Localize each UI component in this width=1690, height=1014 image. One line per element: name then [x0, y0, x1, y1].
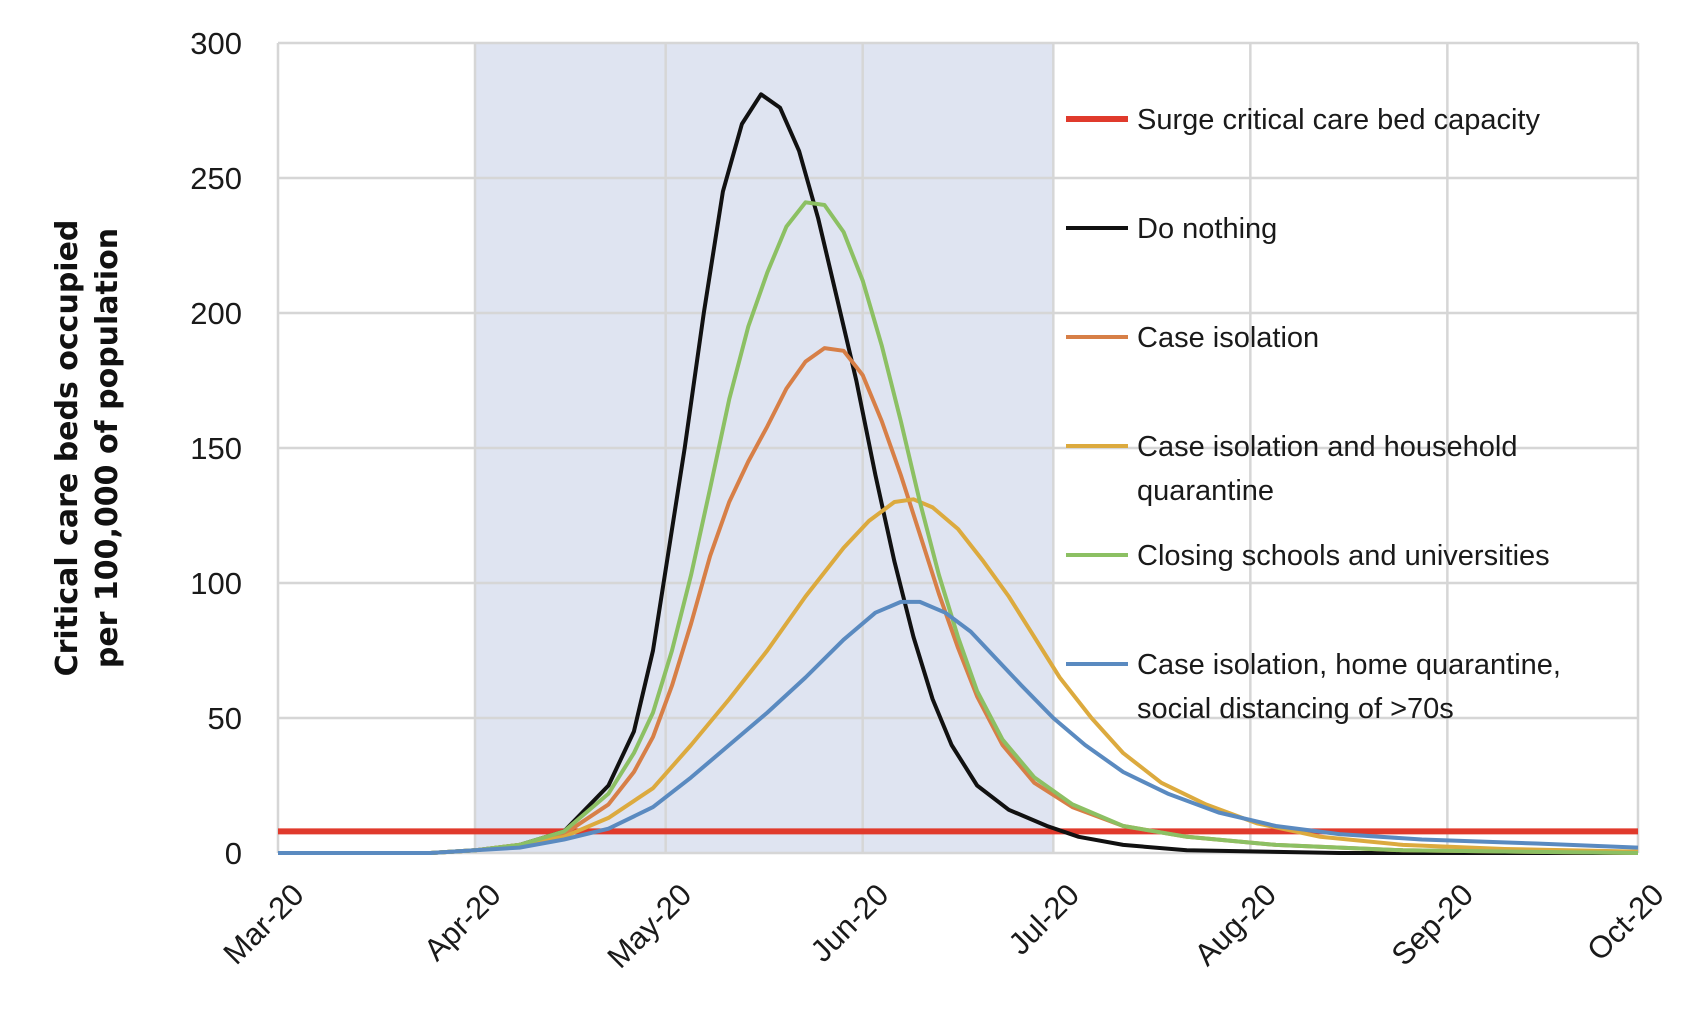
- legend-label: Surge critical care bed capacity: [1137, 104, 1540, 136]
- y-tick-label: 50: [208, 701, 242, 736]
- x-tick-label: Mar-20: [216, 877, 310, 971]
- y-tick-label: 150: [190, 431, 242, 466]
- y-axis-title-line: per 100,000 of population: [90, 228, 125, 668]
- x-tick-label: May-20: [600, 877, 698, 975]
- y-axis-title: Critical care beds occupied per 100,000 o…: [50, 220, 125, 677]
- grid: [276, 41, 1640, 855]
- y-axis-ticks: 0 50 100 150 200 250 300: [190, 26, 242, 871]
- y-tick-label: 0: [225, 836, 242, 871]
- x-tick-label: Sep-20: [1385, 877, 1480, 972]
- series-line-2: [278, 346, 1639, 855]
- series-line-3: [278, 497, 1639, 855]
- x-axis-ticks: Mar-20 Apr-20 May-20 Jun-20 Jul-20 Aug-20 Sep-…: [216, 877, 1670, 975]
- x-tick-label: Aug-20: [1188, 877, 1283, 972]
- legend-label: Do nothing: [1137, 213, 1277, 245]
- x-tick-label: Apr-20: [417, 877, 508, 968]
- legend-label: quarantine: [1137, 475, 1274, 507]
- legend-label: social distancing of >70s: [1137, 693, 1454, 725]
- legend-label: Case isolation, home quarantine,: [1137, 649, 1561, 681]
- y-tick-label: 100: [190, 566, 242, 601]
- legend-label: Case isolation and household: [1137, 431, 1518, 463]
- legend-label: Closing schools and universities: [1137, 540, 1550, 572]
- y-axis-title-line: Critical care beds occupied: [50, 220, 85, 677]
- series-line-5: [278, 599, 1639, 855]
- y-tick-label: 250: [190, 161, 242, 196]
- legend-label: Case isolation: [1137, 322, 1319, 354]
- y-tick-label: 300: [190, 26, 242, 61]
- x-tick-label: Oct-20: [1580, 877, 1671, 968]
- x-tick-label: Jun-20: [804, 877, 896, 969]
- series-line-4: [278, 200, 1639, 855]
- legend: Surge critical care bed capacity Do nothi…: [1066, 104, 1561, 725]
- series-line-1: [278, 92, 1638, 855]
- y-tick-label: 200: [190, 296, 242, 331]
- series-layer: [278, 92, 1639, 855]
- x-tick-label: Jul-20: [1002, 877, 1086, 961]
